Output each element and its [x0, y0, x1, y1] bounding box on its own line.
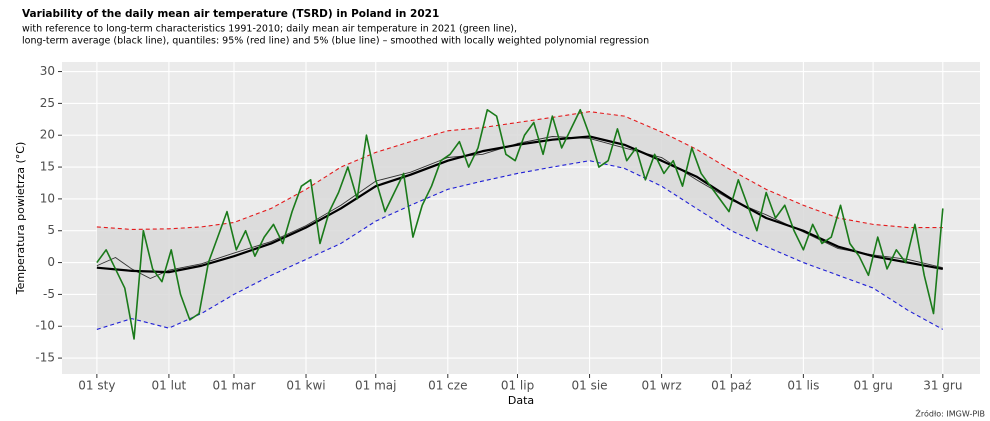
x-tick-label: 01 wrz — [642, 379, 682, 393]
x-tick-label: 01 lut — [152, 379, 187, 393]
x-tick-label: 01 paź — [711, 379, 751, 393]
x-tick-label: 01 lip — [501, 379, 534, 393]
y-tick-label: -10 — [35, 319, 55, 333]
y-tick-label: 15 — [40, 160, 55, 174]
chart-title: Variability of the daily mean air temper… — [22, 8, 439, 20]
x-tick-label: 01 cze — [428, 379, 467, 393]
series-line — [96, 160, 944, 330]
y-tick-label: -5 — [43, 287, 55, 301]
x-tick-label: 01 lis — [787, 379, 819, 393]
series-line — [96, 108, 944, 340]
chart-subtitle: with reference to long-term characterist… — [22, 24, 517, 35]
x-tick-label: 31 gru — [923, 379, 962, 393]
y-tick-label: -15 — [35, 351, 55, 365]
chart-subtitle: long-term average (black line), quantile… — [22, 36, 649, 47]
x-axis-label: Data — [508, 394, 534, 407]
series-line — [96, 135, 944, 274]
y-tick-label: 0 — [47, 255, 55, 269]
y-tick-label: 5 — [47, 223, 55, 237]
x-tick-label: 01 sie — [572, 379, 608, 393]
x-tick-label: 01 kwi — [286, 379, 325, 393]
x-tick-label: 01 mar — [212, 379, 255, 393]
y-axis-label: Temperatura powietrza (°C) — [14, 142, 27, 296]
y-tick-label: 30 — [40, 64, 55, 78]
y-tick-label: 20 — [40, 128, 55, 142]
series-line — [96, 111, 943, 231]
source: Źródło: IMGW-PIB — [915, 408, 985, 419]
y-tick-label: 10 — [40, 191, 55, 205]
x-tick-label: 01 gru — [853, 379, 892, 393]
x-tick-label: 01 maj — [355, 379, 396, 393]
y-tick-label: 25 — [40, 96, 55, 110]
x-tick-label: 01 sty — [78, 379, 115, 393]
plot-area — [62, 62, 980, 374]
